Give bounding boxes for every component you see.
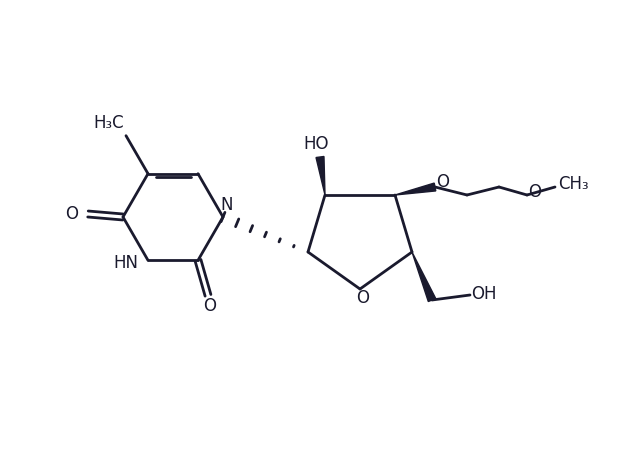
Text: HN: HN (113, 254, 138, 272)
Polygon shape (316, 157, 325, 195)
Text: O: O (65, 205, 78, 223)
Text: O: O (356, 289, 369, 307)
Text: O: O (436, 173, 449, 191)
Text: N: N (221, 196, 233, 214)
Text: OH: OH (471, 285, 497, 303)
Polygon shape (412, 252, 436, 302)
Text: HO: HO (303, 135, 329, 153)
Text: O: O (204, 298, 216, 315)
Text: H₃C: H₃C (93, 114, 124, 132)
Text: O: O (529, 183, 541, 201)
Text: CH₃: CH₃ (557, 175, 588, 193)
Polygon shape (395, 183, 436, 195)
